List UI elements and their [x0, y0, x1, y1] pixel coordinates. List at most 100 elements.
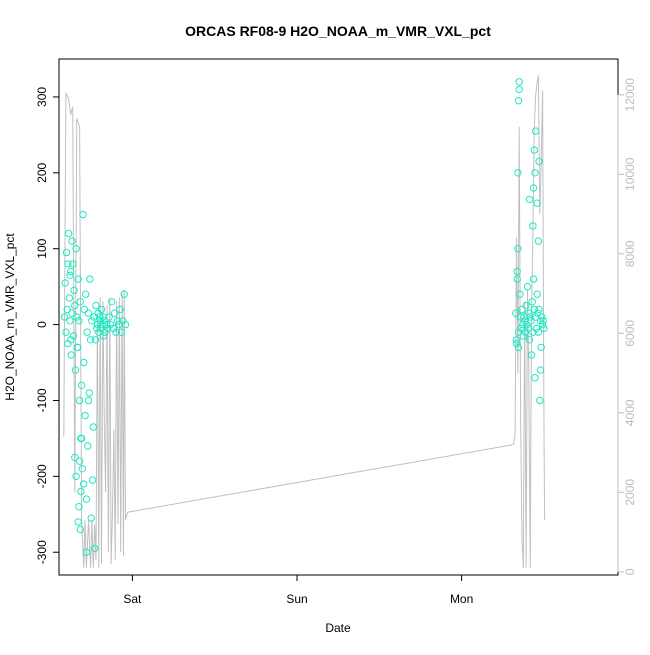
- data-point: [524, 324, 532, 333]
- data-point: [538, 320, 547, 329]
- data-point: [73, 313, 81, 321]
- y-tick-label: 300: [35, 87, 49, 107]
- data-point: [536, 366, 545, 374]
- data-point: [79, 210, 87, 219]
- data-point: [529, 222, 537, 230]
- data-point: [522, 301, 530, 310]
- data-point: [95, 313, 104, 321]
- data-point: [78, 465, 87, 473]
- data-point: [102, 320, 111, 329]
- data-point: [85, 389, 93, 397]
- data-point: [77, 487, 85, 496]
- data-point: [87, 514, 95, 522]
- data-point: [66, 317, 74, 325]
- data-point: [525, 309, 533, 317]
- y2-tick-label: 6000: [623, 320, 637, 347]
- data-point: [108, 298, 116, 306]
- data-point: [530, 146, 538, 154]
- data-point: [518, 305, 526, 314]
- data-point: [514, 245, 522, 253]
- x-axis-label: Date: [325, 621, 351, 635]
- y-tick-label: 0: [35, 321, 49, 328]
- data-point: [99, 332, 108, 340]
- data-point: [69, 260, 77, 268]
- data-point: [62, 328, 70, 336]
- data-point: [533, 290, 541, 298]
- y-tick-label: 100: [35, 238, 49, 258]
- data-point: [525, 195, 534, 204]
- data-point: [534, 237, 543, 245]
- data-point: [528, 298, 536, 306]
- data-point: [75, 457, 84, 465]
- data-point: [67, 351, 76, 359]
- data-point: [72, 472, 80, 481]
- data-point: [515, 78, 523, 86]
- data-point: [76, 298, 85, 306]
- y2-tick-label: 10000: [623, 157, 637, 191]
- data-point: [93, 324, 101, 333]
- data-point: [538, 313, 546, 321]
- data-point: [91, 544, 99, 553]
- data-point: [82, 495, 91, 503]
- data-point: [64, 260, 72, 268]
- data-point: [516, 313, 525, 321]
- y-tick-label: -200: [35, 464, 49, 488]
- data-point: [84, 309, 93, 317]
- data-point: [515, 85, 523, 94]
- data-point: [77, 434, 86, 443]
- y2-tick-label: 2000: [623, 479, 637, 506]
- data-point: [68, 237, 76, 245]
- data-point: [75, 317, 83, 325]
- data-point: [531, 374, 539, 382]
- data-point: [112, 328, 120, 336]
- data-point: [84, 442, 92, 450]
- data-point: [61, 279, 69, 287]
- data-point: [540, 324, 548, 333]
- data-point: [116, 305, 124, 314]
- data-point: [91, 336, 100, 344]
- data-point: [532, 127, 540, 135]
- data-point: [113, 317, 122, 325]
- data-point: [72, 245, 80, 253]
- y-tick-label: 200: [35, 162, 49, 182]
- data-point: [68, 309, 76, 317]
- data-point: [529, 275, 538, 283]
- data-point: [83, 328, 91, 336]
- x-tick-label: Mon: [450, 592, 473, 606]
- y2-tick-label: 0: [623, 568, 637, 575]
- data-point: [514, 169, 522, 177]
- data-point: [527, 317, 535, 325]
- data-point: [82, 290, 90, 298]
- data-point: [121, 320, 130, 329]
- data-point: [80, 480, 88, 488]
- data-point: [66, 271, 74, 279]
- data-point: [514, 97, 523, 105]
- data-point: [117, 328, 126, 336]
- data-point: [532, 324, 541, 333]
- data-point: [526, 313, 534, 321]
- data-point: [86, 336, 95, 344]
- data-point: [62, 248, 71, 257]
- y-tick-label: -100: [35, 388, 49, 412]
- data-point: [89, 423, 98, 431]
- data-point: [105, 313, 113, 321]
- data-point: [97, 305, 106, 314]
- data-point: [516, 290, 524, 298]
- data-point: [534, 328, 543, 336]
- data-point: [90, 313, 98, 321]
- data-point: [514, 343, 523, 352]
- x-tick-label: Sun: [286, 592, 307, 606]
- data-point: [100, 317, 109, 325]
- data-point: [74, 275, 82, 283]
- data-point: [84, 396, 93, 405]
- y2-tick-label: 4000: [623, 399, 637, 426]
- data-point: [75, 396, 84, 405]
- data-point: [70, 286, 78, 295]
- data-point: [537, 343, 545, 352]
- y-tick-label: -300: [35, 540, 49, 564]
- data-point: [75, 503, 83, 511]
- data-point: [60, 313, 69, 321]
- data-point: [64, 229, 73, 238]
- data-point: [512, 309, 520, 317]
